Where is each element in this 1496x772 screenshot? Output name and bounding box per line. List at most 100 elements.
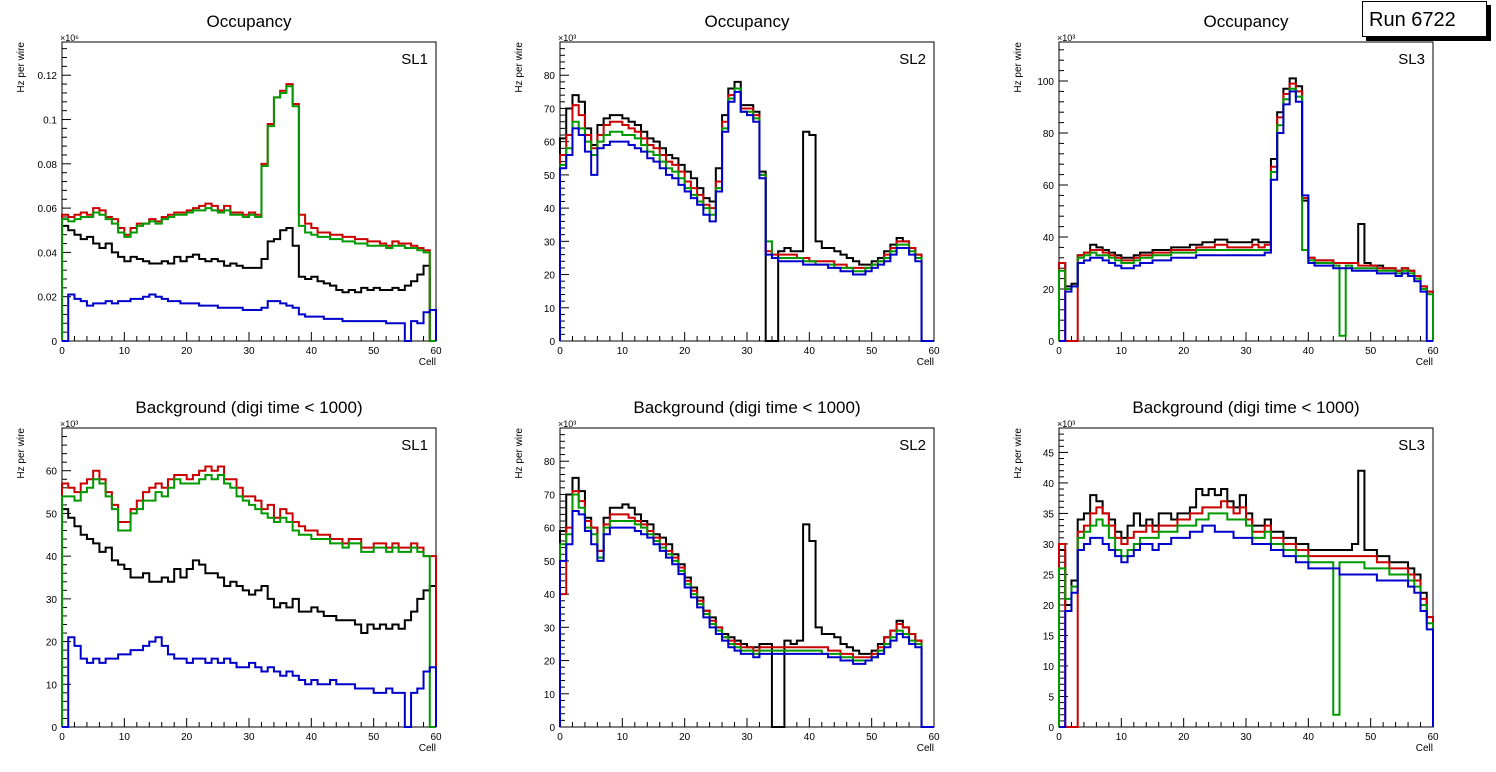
plot-frame xyxy=(1058,41,1434,342)
x-tick-label: 60 xyxy=(1427,732,1439,743)
chart-title: Background (digi time < 1000) xyxy=(135,398,362,417)
y-tick-label: 40 xyxy=(46,552,58,563)
chart-title: Occupancy xyxy=(1203,12,1289,31)
y-tick-label: 0.08 xyxy=(38,160,58,171)
y-tick-label: 100 xyxy=(1037,77,1054,88)
x-tick-label: 10 xyxy=(119,346,131,357)
series-blue xyxy=(62,636,437,728)
y-tick-label: 10 xyxy=(46,680,58,691)
x-tick-label: 20 xyxy=(181,732,193,743)
x-tick-label: 10 xyxy=(1116,732,1128,743)
series-black xyxy=(1058,469,1434,727)
x-tick-label: 50 xyxy=(368,346,380,357)
y-tick-label: 20 xyxy=(46,638,58,649)
x-tick-label: 30 xyxy=(243,346,255,357)
x-tick-label: 40 xyxy=(1303,346,1315,357)
y-tick-label: 40 xyxy=(544,590,556,601)
series-green xyxy=(1058,87,1434,341)
x-tick-label: 20 xyxy=(1178,732,1190,743)
plot-frame xyxy=(61,427,437,728)
x-tick-label: 0 xyxy=(557,346,563,357)
x-tick-label: 30 xyxy=(1240,346,1252,357)
chart-title: Background (digi time < 1000) xyxy=(1132,398,1359,417)
x-tick-label: 0 xyxy=(59,732,65,743)
chart-panel-2: Occupancy SL2 ×10³ Cell Hz per wire 0 10 20 30 40… xyxy=(514,12,940,368)
y-tick-label: 50 xyxy=(544,557,556,568)
y-tick-label: 0.02 xyxy=(38,293,58,304)
x-tick-label: 40 xyxy=(306,732,318,743)
y-tick-label: 0 xyxy=(51,723,57,734)
chart-panel-6: Background (digi time < 1000) SL3 ×10³ Cell… xyxy=(1013,398,1439,754)
x-tick-label: 40 xyxy=(804,732,816,743)
chart-title: Occupancy xyxy=(704,12,790,31)
axis-exponent: ×10³ xyxy=(1057,419,1075,429)
y-tick-label: 70 xyxy=(544,490,556,501)
y-tick-label: 70 xyxy=(544,104,556,115)
x-axis-title: Cell xyxy=(1416,357,1433,368)
y-axis-title: Hz per wire xyxy=(514,42,525,93)
y-tick-label: 80 xyxy=(544,71,556,82)
y-tick-label: 0 xyxy=(51,337,57,348)
x-tick-label: 0 xyxy=(557,732,563,743)
series-green xyxy=(559,87,934,342)
y-tick-label: 30 xyxy=(1043,540,1055,551)
x-tick-label: 10 xyxy=(1116,346,1128,357)
y-tick-label: 0.12 xyxy=(38,71,58,82)
x-tick-label: 40 xyxy=(804,346,816,357)
series-blue xyxy=(559,90,934,342)
y-tick-label: 0.04 xyxy=(38,248,58,259)
y-tick-label: 35 xyxy=(1043,509,1055,520)
series-black xyxy=(61,508,437,727)
series-green xyxy=(1058,512,1434,727)
y-tick-label: 50 xyxy=(46,509,58,520)
y-tick-label: 40 xyxy=(1043,479,1055,490)
y-tick-label: 80 xyxy=(1043,129,1055,140)
series-black xyxy=(1058,77,1434,341)
x-tick-label: 20 xyxy=(679,346,691,357)
plot-frame xyxy=(559,41,935,342)
y-tick-label: 10 xyxy=(544,304,556,315)
x-tick-label: 20 xyxy=(1178,346,1190,357)
x-axis-title: Cell xyxy=(419,743,436,754)
superlayer-label: SL3 xyxy=(1398,437,1425,454)
series-green xyxy=(559,493,934,728)
y-tick-label: 60 xyxy=(544,524,556,535)
y-tick-label: 45 xyxy=(1043,448,1055,459)
x-tick-label: 20 xyxy=(181,346,193,357)
x-tick-label: 50 xyxy=(866,346,878,357)
x-tick-label: 60 xyxy=(928,732,940,743)
x-tick-label: 0 xyxy=(1056,732,1062,743)
chart-panel-3: Occupancy SL3 ×10³ Cell Hz per wire 0 10 20 30 40… xyxy=(1013,12,1439,368)
x-tick-label: 30 xyxy=(1240,732,1252,743)
y-tick-label: 20 xyxy=(1043,285,1055,296)
y-tick-label: 10 xyxy=(544,690,556,701)
superlayer-label: SL1 xyxy=(401,437,428,454)
superlayer-label: SL2 xyxy=(899,437,926,454)
x-tick-label: 60 xyxy=(1427,346,1439,357)
y-tick-label: 0.06 xyxy=(38,204,58,215)
y-tick-label: 20 xyxy=(544,271,556,282)
axis-exponent: ×10³ xyxy=(60,419,78,429)
superlayer-label: SL3 xyxy=(1398,51,1425,68)
series-red xyxy=(559,87,934,342)
series-black xyxy=(61,224,436,342)
x-tick-label: 0 xyxy=(1056,346,1062,357)
y-tick-label: 10 xyxy=(1043,662,1055,673)
x-tick-label: 60 xyxy=(430,346,442,357)
x-tick-label: 30 xyxy=(741,732,753,743)
x-tick-label: 40 xyxy=(1303,732,1315,743)
y-tick-label: 60 xyxy=(46,467,58,478)
series-blue xyxy=(1059,90,1433,342)
superlayer-label: SL2 xyxy=(899,51,926,68)
y-axis-title: Hz per wire xyxy=(1013,42,1024,93)
run-label: Run 6722 xyxy=(1369,9,1456,31)
series-green xyxy=(61,473,436,728)
x-tick-label: 60 xyxy=(928,346,940,357)
x-tick-label: 10 xyxy=(119,732,131,743)
superlayer-label: SL1 xyxy=(401,51,428,68)
axis-exponent: ×10³ xyxy=(558,33,576,43)
series-green xyxy=(61,85,436,342)
chart-panel-4: Background (digi time < 1000) SL1 ×10³ Cell… xyxy=(16,398,442,754)
y-tick-label: 0 xyxy=(1048,723,1054,734)
